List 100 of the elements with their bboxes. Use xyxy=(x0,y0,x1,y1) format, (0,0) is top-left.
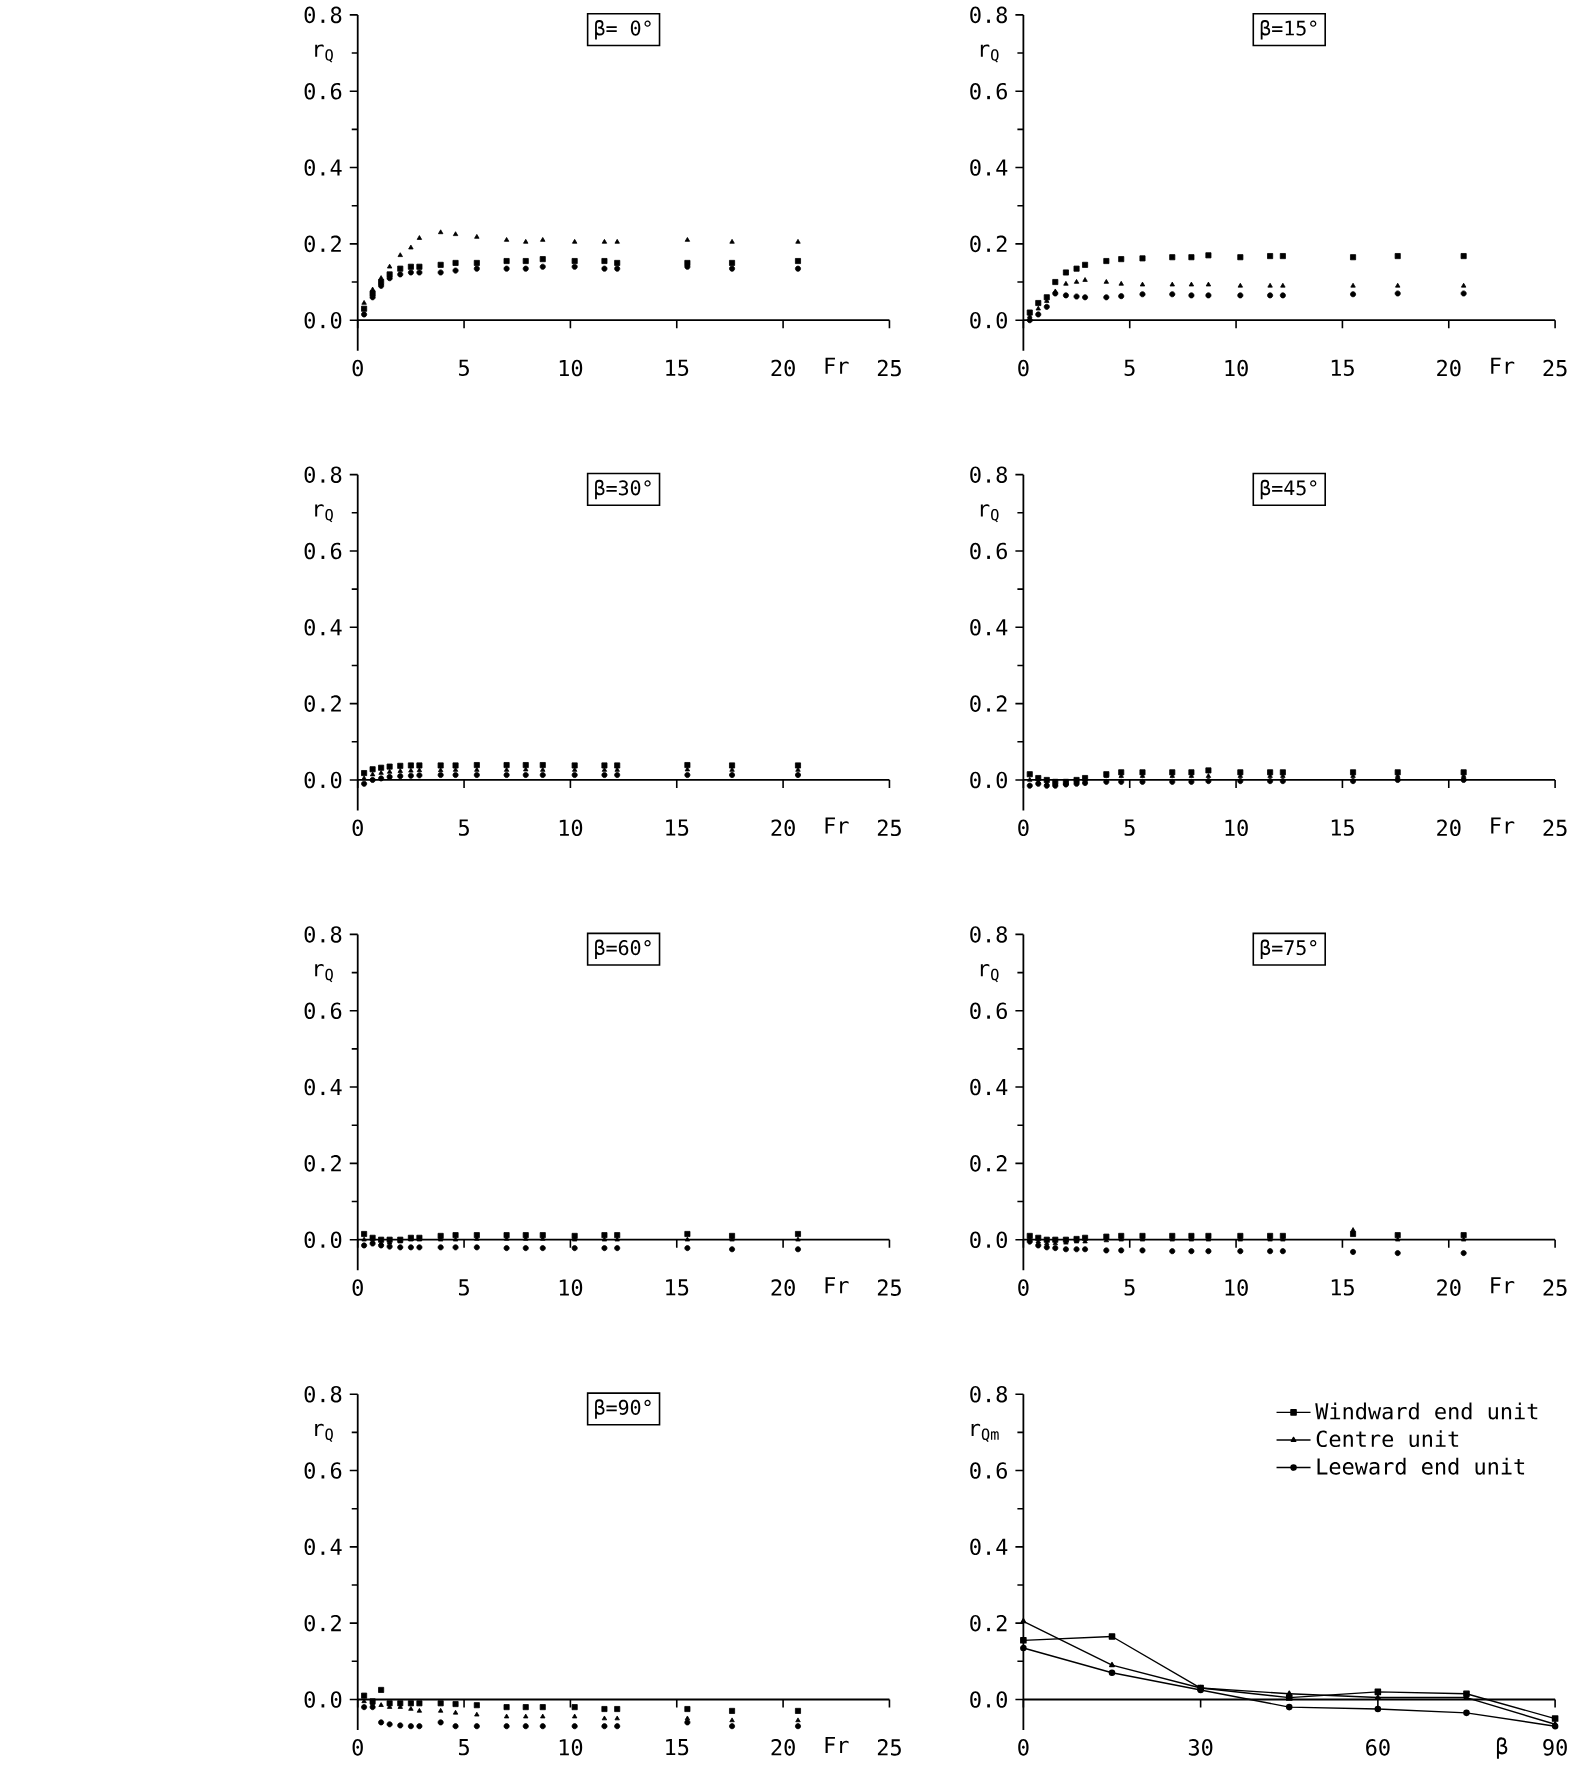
x-tick-label: 20 xyxy=(771,359,795,377)
x-tick-label: 15 xyxy=(666,1279,689,1296)
x-tick-label: 5 xyxy=(1124,1279,1135,1296)
y-tick-label: 0.0 xyxy=(970,771,1007,789)
y-tick-label: 0.2 xyxy=(970,695,1007,712)
y-tick-label: 0.2 xyxy=(970,235,1007,253)
chart-title: β=90° xyxy=(595,1399,651,1419)
legend-label: Windward end unit xyxy=(1315,1402,1538,1420)
x-tick-label: 20 xyxy=(1437,359,1461,377)
y-axis-title: r$_{Q}$ xyxy=(980,44,999,63)
x-axis-title: β xyxy=(1496,1737,1508,1759)
y-tick-label: 0.4 xyxy=(304,619,342,636)
x-tick-label: 5 xyxy=(458,1279,469,1296)
x-tick-label: 10 xyxy=(1225,1279,1248,1296)
x-tick-label: 25 xyxy=(877,1739,901,1756)
x-axis-title: Fr xyxy=(1491,817,1515,834)
y-tick-label: 0.0 xyxy=(304,771,342,789)
y-axis-title: r$_{Q}$ xyxy=(980,963,999,983)
x-tick-label: 10 xyxy=(559,359,583,377)
x-tick-label: 20 xyxy=(771,1279,795,1296)
x-tick-label: 15 xyxy=(666,819,689,836)
chart-title: β=15° xyxy=(1260,20,1317,40)
x-axis-title: Fr xyxy=(825,357,849,374)
y-tick-label: 0.6 xyxy=(970,542,1007,560)
legend-label: Centre unit xyxy=(1316,1430,1459,1448)
x-axis-title: Fr xyxy=(825,1277,849,1294)
chart-title: β=45° xyxy=(1260,479,1317,500)
y-axis-title: r$_{Qm}$ xyxy=(971,1423,999,1442)
y-tick-label: 0.0 xyxy=(970,1691,1007,1708)
y-tick-label: 0.4 xyxy=(970,1078,1008,1096)
x-axis-title: Fr xyxy=(825,1737,849,1754)
x-tick-label: 25 xyxy=(1543,359,1567,377)
chart-title: β=30° xyxy=(595,479,651,500)
y-tick-label: 0.6 xyxy=(304,1002,342,1020)
chart-title: β=60° xyxy=(595,939,651,960)
y-tick-label: 0.4 xyxy=(304,1538,342,1556)
chart-title: β= 0° xyxy=(595,20,651,40)
x-tick-label: 10 xyxy=(559,819,583,837)
x-tick-label: 25 xyxy=(877,1279,901,1296)
x-tick-label: 25 xyxy=(877,819,901,837)
x-tick-label: 90 xyxy=(1543,1739,1567,1756)
y-tick-label: 0.2 xyxy=(304,1614,341,1632)
y-tick-label: 0.4 xyxy=(970,1538,1008,1556)
x-axis-title: Fr xyxy=(1491,357,1515,374)
y-tick-label: 0.2 xyxy=(304,1155,341,1172)
x-tick-label: 20 xyxy=(1437,1279,1461,1296)
y-tick-label: 0.8 xyxy=(970,926,1007,943)
y-tick-label: 0.6 xyxy=(970,1002,1007,1020)
x-tick-label: 0 xyxy=(1018,1739,1029,1756)
x-tick-label: 10 xyxy=(1225,359,1248,377)
x-tick-label: 0 xyxy=(352,1279,363,1296)
x-tick-label: 5 xyxy=(1124,359,1135,377)
y-tick-label: 0.6 xyxy=(304,82,342,100)
y-tick-label: 0.4 xyxy=(970,159,1008,176)
x-tick-label: 25 xyxy=(1543,819,1567,837)
y-tick-label: 0.2 xyxy=(304,235,341,253)
x-tick-label: 0 xyxy=(352,1739,363,1756)
y-tick-label: 0.8 xyxy=(970,466,1007,483)
x-tick-label: 5 xyxy=(458,819,469,836)
chart-title: β=75° xyxy=(1260,939,1317,960)
y-tick-label: 0.0 xyxy=(304,311,342,329)
y-tick-label: 0.2 xyxy=(970,1614,1007,1632)
legend-label: Leeward end unit xyxy=(1317,1457,1525,1475)
x-tick-label: 20 xyxy=(1437,819,1461,837)
y-tick-label: 0.8 xyxy=(304,6,342,24)
y-axis-title: r$_{Q}$ xyxy=(980,504,999,523)
x-tick-label: 10 xyxy=(1225,819,1248,837)
x-tick-label: 0 xyxy=(1018,1279,1029,1296)
x-tick-label: 15 xyxy=(666,359,689,377)
x-tick-label: 0 xyxy=(1018,819,1029,837)
x-tick-label: 30 xyxy=(1188,1739,1213,1756)
x-axis-title: Fr xyxy=(1491,1277,1515,1294)
y-tick-label: 0.6 xyxy=(970,82,1007,100)
y-tick-label: 0.6 xyxy=(970,1462,1007,1479)
y-tick-label: 0.8 xyxy=(304,466,342,483)
x-axis-title: Fr xyxy=(825,817,849,834)
y-axis-title: r$_{Q}$ xyxy=(315,963,333,983)
y-axis-title: r$_{Q}$ xyxy=(315,44,333,63)
x-tick-label: 25 xyxy=(1543,1279,1567,1296)
y-axis-title: r$_{Q}$ xyxy=(315,504,333,523)
x-tick-label: 15 xyxy=(1331,819,1354,836)
y-tick-label: 0.6 xyxy=(304,1462,342,1479)
x-tick-label: 0 xyxy=(352,819,363,837)
y-tick-label: 0.4 xyxy=(970,619,1008,636)
y-tick-label: 0.2 xyxy=(304,695,341,712)
y-tick-label: 0.0 xyxy=(304,1691,342,1708)
x-tick-label: 15 xyxy=(1331,1279,1354,1296)
y-tick-label: 0.0 xyxy=(304,1231,342,1248)
y-tick-label: 0.4 xyxy=(304,159,342,176)
y-tick-label: 0.4 xyxy=(304,1078,342,1096)
x-tick-label: 15 xyxy=(1331,359,1354,377)
x-tick-label: 5 xyxy=(458,1739,469,1756)
y-tick-label: 0.8 xyxy=(970,1385,1007,1403)
y-tick-label: 0.6 xyxy=(304,542,342,560)
y-tick-label: 0.8 xyxy=(970,6,1007,24)
x-tick-label: 20 xyxy=(771,1739,795,1756)
x-tick-label: 20 xyxy=(771,819,795,837)
y-axis-title: r$_{Q}$ xyxy=(315,1423,333,1442)
y-tick-label: 0.0 xyxy=(970,311,1007,329)
x-tick-label: 60 xyxy=(1366,1739,1390,1756)
